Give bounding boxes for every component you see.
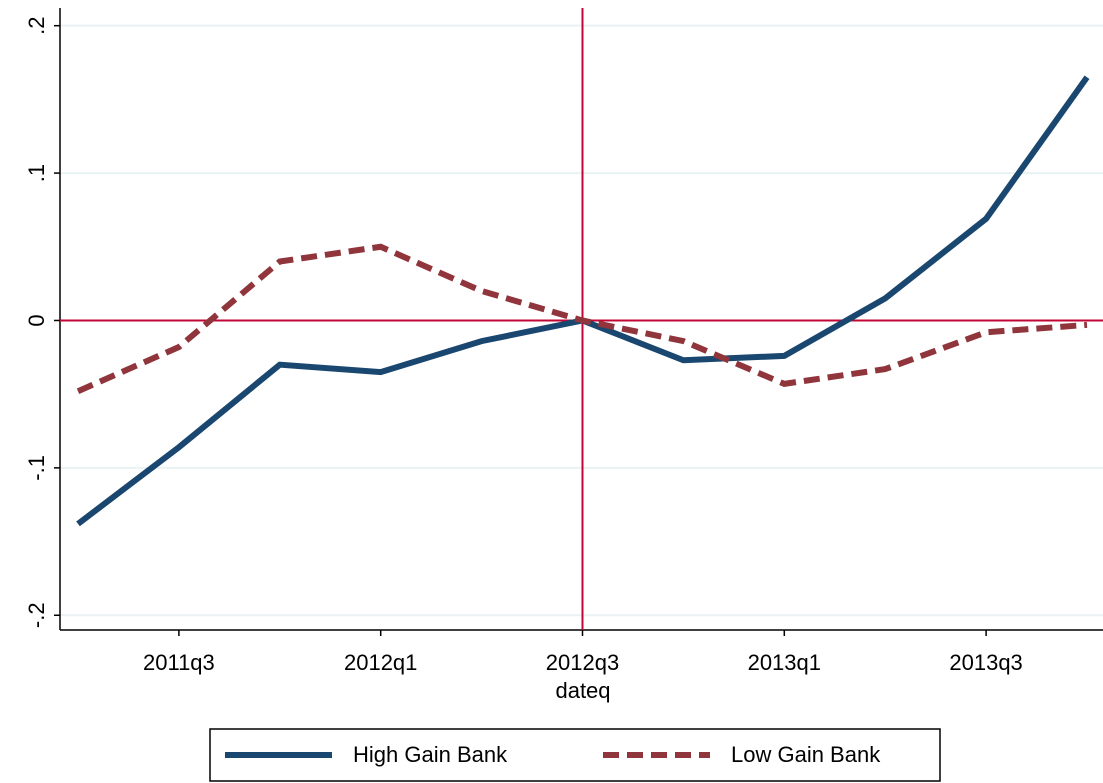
y-tick-label: 0 xyxy=(24,314,49,326)
series-line xyxy=(76,243,1088,394)
x-tick-label: 2012q1 xyxy=(344,650,417,675)
y-tick-label: .2 xyxy=(24,17,49,35)
y-tick-label: -.2 xyxy=(24,602,49,628)
x-tick-label: 2012q3 xyxy=(546,650,619,675)
x-tick-label: 2013q1 xyxy=(748,650,821,675)
y-tick-label: -.1 xyxy=(24,455,49,481)
x-axis-title: dateq xyxy=(555,678,610,703)
legend-label: Low Gain Bank xyxy=(731,742,881,767)
x-tick-label: 2013q3 xyxy=(949,650,1022,675)
x-tick-label: 2011q3 xyxy=(143,650,215,675)
legend-label: High Gain Bank xyxy=(353,742,508,767)
y-tick-label: .1 xyxy=(24,164,49,182)
